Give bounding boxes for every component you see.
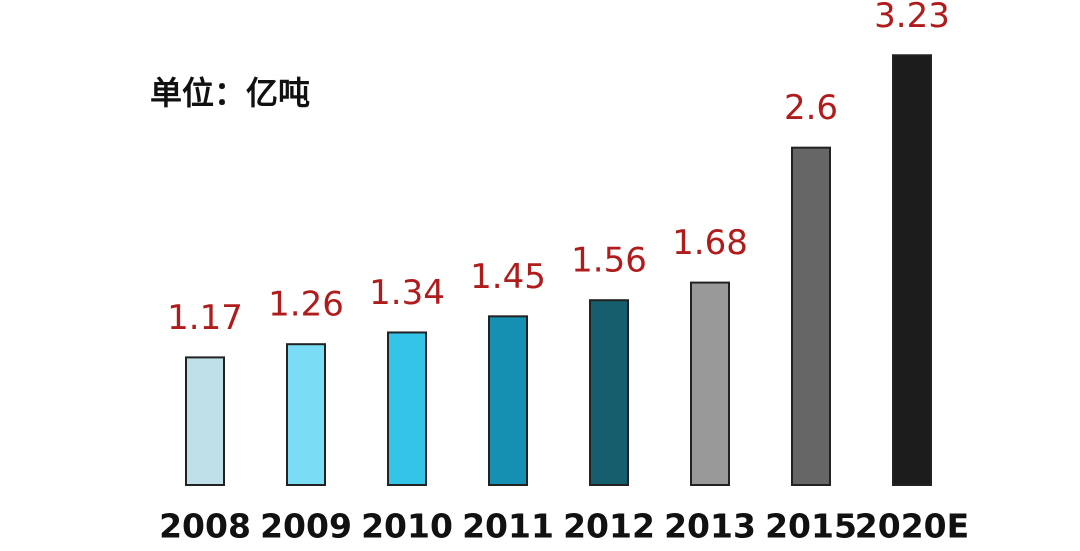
value-label: 1.56	[571, 241, 647, 281]
bar	[589, 299, 629, 487]
value-label: 1.26	[268, 285, 344, 325]
bar	[387, 331, 427, 487]
x-tick-label: 2015	[765, 507, 857, 546]
value-label: 1.34	[369, 273, 445, 313]
unit-label: 单位：亿吨	[150, 74, 310, 112]
value-label: 1.17	[167, 298, 243, 338]
x-tick-label: 2010	[361, 507, 453, 546]
bar	[185, 356, 225, 486]
x-tick-label: 2020E	[855, 507, 969, 546]
bar	[690, 281, 730, 486]
bar	[488, 315, 528, 487]
x-tick-label: 2012	[563, 507, 655, 546]
value-label: 3.23	[874, 0, 950, 36]
x-tick-label: 2013	[664, 507, 756, 546]
x-tick-label: 2011	[462, 507, 554, 546]
value-label: 1.45	[470, 257, 546, 297]
x-tick-label: 2008	[159, 507, 251, 546]
bar	[286, 343, 326, 487]
value-label: 2.6	[784, 88, 838, 128]
value-label: 1.68	[672, 223, 748, 263]
bar	[791, 146, 831, 487]
x-tick-label: 2009	[260, 507, 352, 546]
bar	[892, 54, 932, 487]
